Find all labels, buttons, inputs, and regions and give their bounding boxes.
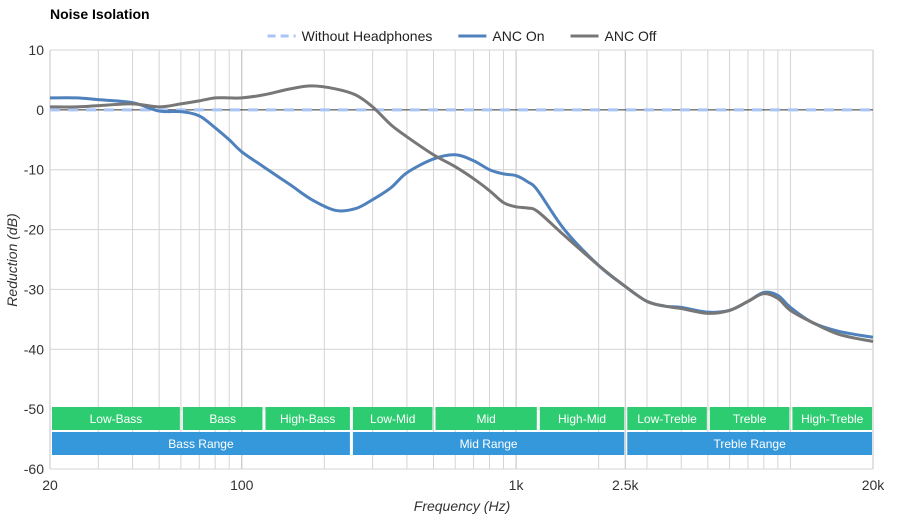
- y-tick-label: -20: [24, 222, 44, 238]
- band-label: Bass Range: [168, 437, 234, 451]
- band-label: High-Bass: [280, 412, 335, 426]
- x-tick-label: 20k: [862, 477, 886, 493]
- band-treble: Treble: [709, 407, 790, 430]
- series-anc-off: [49, 84, 874, 343]
- band-rect: [352, 432, 625, 455]
- y-axis-label: Reduction (dB): [4, 213, 20, 306]
- band-label: Mid: [476, 412, 495, 426]
- y-tick-label: -30: [24, 281, 44, 297]
- x-tick-label: 1k: [509, 477, 525, 493]
- band-treble-range: Treble Range: [627, 432, 872, 455]
- band-bass-range: Bass Range: [52, 432, 350, 455]
- band-label: High-Mid: [558, 412, 606, 426]
- band-rect: [435, 407, 537, 430]
- band-high-treble: High-Treble: [792, 407, 872, 430]
- y-tick-label: -10: [24, 162, 44, 178]
- band-label: Treble: [733, 412, 767, 426]
- band-rect: [627, 407, 707, 430]
- band-low-mid: Low-Mid: [352, 407, 433, 430]
- y-tick-label: -40: [24, 341, 44, 357]
- band-rect: [265, 407, 350, 430]
- band-label: Low-Mid: [370, 412, 415, 426]
- series-lines: [49, 84, 874, 343]
- x-tick-label: 20: [42, 477, 58, 493]
- x-axis-ticks: 20 100 1k 2.5k 20k: [42, 477, 885, 493]
- band-high-mid: High-Mid: [539, 407, 625, 430]
- band-mid: Mid: [435, 407, 537, 430]
- band-rect: [182, 407, 263, 430]
- band-label: Bass: [209, 412, 236, 426]
- band-high-bass: High-Bass: [265, 407, 350, 430]
- band-label: Low-Treble: [637, 412, 697, 426]
- x-tick-label: 2.5k: [612, 477, 639, 493]
- y-axis-ticks: 10 0 -10 -20 -30 -40 -50 -60: [24, 42, 44, 477]
- band-rect: [627, 432, 872, 455]
- band-rect: [792, 407, 872, 430]
- legend-label: Without Headphones: [302, 28, 433, 44]
- band-label: Treble Range: [713, 437, 786, 451]
- chart-title: Noise Isolation: [50, 6, 150, 22]
- x-axis-label: Frequency (Hz): [414, 498, 510, 514]
- band-rect: [52, 407, 180, 430]
- y-tick-label: 0: [36, 102, 44, 118]
- band-label: Mid Range: [460, 437, 518, 451]
- legend: Without Headphones ANC On ANC Off: [267, 28, 657, 44]
- band-bass: Bass: [182, 407, 263, 430]
- legend-label: ANC On: [492, 28, 544, 44]
- band-low-treble: Low-Treble: [627, 407, 707, 430]
- y-tick-label: 10: [28, 42, 44, 58]
- x-tick-label: 100: [230, 477, 254, 493]
- band-label: High-Treble: [801, 412, 864, 426]
- y-tick-label: -50: [24, 401, 44, 417]
- band-label: Low-Bass: [90, 412, 143, 426]
- y-tick-label: -60: [24, 461, 44, 477]
- band-rect: [539, 407, 625, 430]
- band-mid-range: Mid Range: [352, 432, 625, 455]
- range-bands: Low-Bass Bass High-Bass Low-Mid Mid High-Mid L…: [52, 407, 872, 455]
- band-low-bass: Low-Bass: [52, 407, 180, 430]
- band-rect: [52, 432, 350, 455]
- band-rect: [709, 407, 790, 430]
- legend-label: ANC Off: [605, 28, 657, 44]
- grid: [49, 49, 874, 470]
- band-rect: [352, 407, 433, 430]
